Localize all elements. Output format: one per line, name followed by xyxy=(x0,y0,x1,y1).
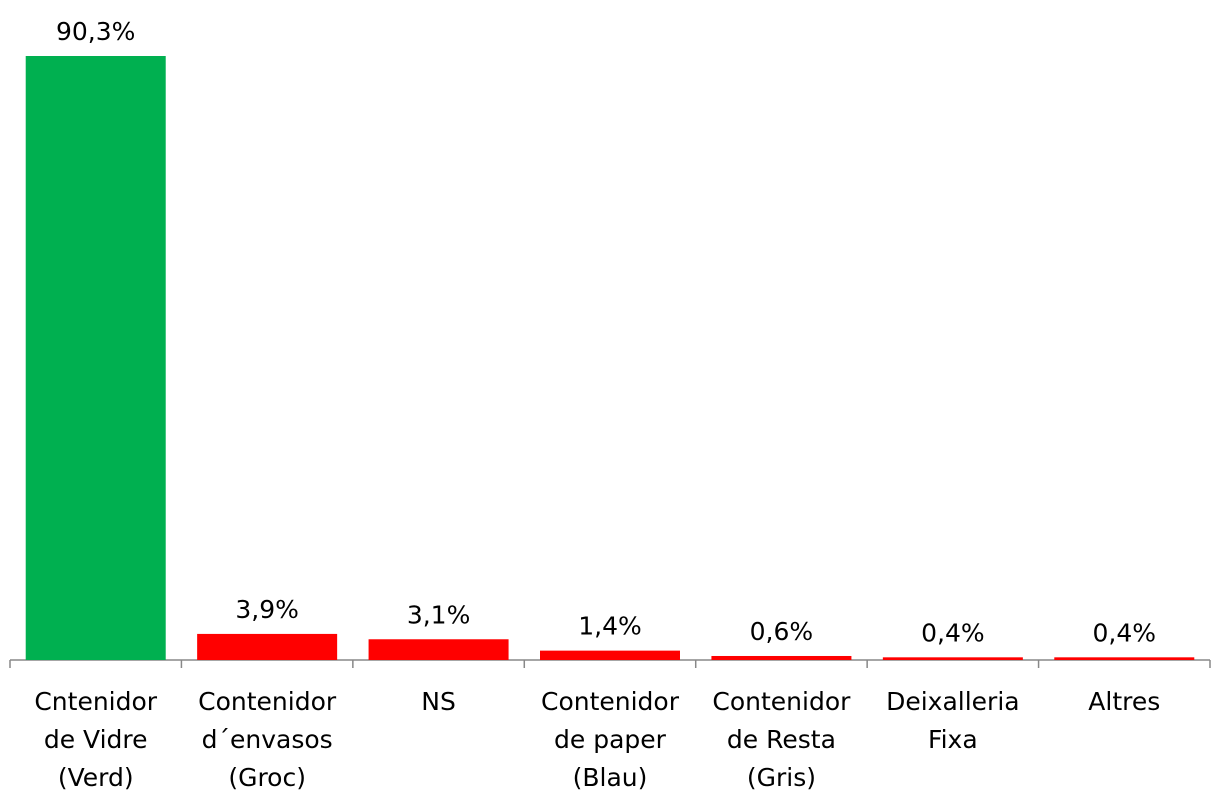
data-label: 0,4% xyxy=(1093,618,1157,647)
data-label: 90,3% xyxy=(56,17,135,46)
data-label: 0,6% xyxy=(750,617,814,646)
x-tick-label: Deixalleria Fixa xyxy=(886,687,1020,754)
data-label: 3,1% xyxy=(407,600,471,629)
bar xyxy=(368,639,509,660)
bar xyxy=(197,633,338,660)
bar xyxy=(882,657,1023,660)
bar xyxy=(711,655,852,660)
x-tick-label: Altres xyxy=(1088,687,1160,716)
x-tick-label: Cntenidor de Vidre (Verd) xyxy=(34,687,157,792)
x-tick-label: Contenidor de paper (Blau) xyxy=(541,687,680,792)
bar xyxy=(25,56,166,660)
data-label: 1,4% xyxy=(578,612,642,641)
data-label: 3,9% xyxy=(235,595,299,624)
x-tick-label: Contenidor de Resta (Gris) xyxy=(712,687,851,792)
bar xyxy=(540,650,680,660)
x-tick-label: NS xyxy=(421,687,456,716)
bar xyxy=(1054,657,1195,660)
x-tick-label: Contenidor d´envasos (Groc) xyxy=(198,687,337,792)
data-label: 0,4% xyxy=(921,618,985,647)
